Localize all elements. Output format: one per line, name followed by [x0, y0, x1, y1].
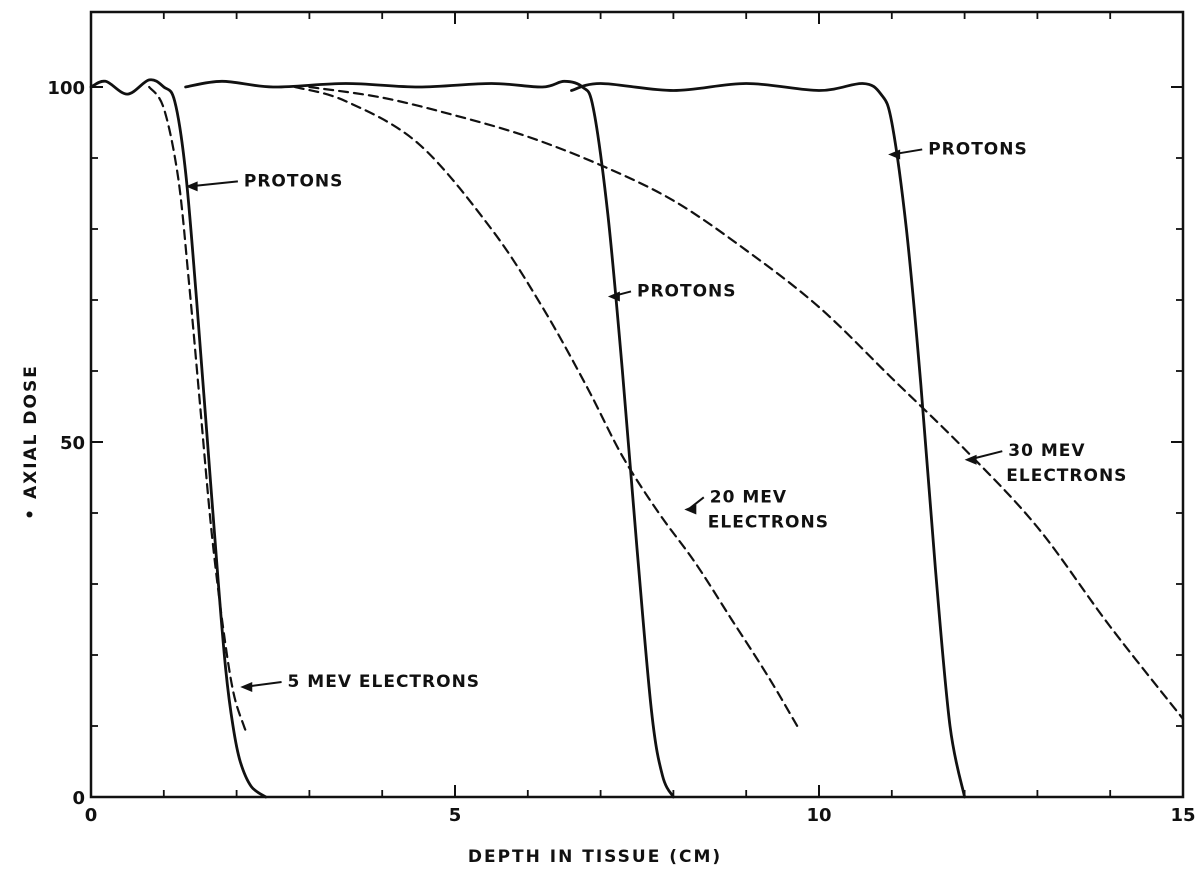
- annotation-label-line2: ELECTRONS: [708, 512, 829, 532]
- annotation-label: 20 MEV: [710, 487, 787, 507]
- y-axis-label: • AXIAL DOSE: [21, 364, 41, 520]
- annotation-arrowhead: [240, 681, 253, 692]
- annotation-label: 30 MEV: [1008, 441, 1085, 461]
- annotation-label: 5 MEV ELECTRONS: [288, 672, 481, 692]
- annotation-label: PROTONS: [637, 281, 737, 301]
- annotation-arrowhead: [888, 149, 901, 160]
- annotation-label: PROTONS: [244, 171, 344, 191]
- annotation-arrowhead: [964, 454, 977, 465]
- annotation-label: PROTONS: [928, 139, 1028, 159]
- y-tick-label: 0: [72, 788, 85, 809]
- annotation-label-line2: ELECTRONS: [1006, 466, 1127, 486]
- series-line-3: [184, 79, 675, 799]
- x-tick-label: 0: [85, 805, 98, 826]
- x-tick-label: 5: [449, 805, 462, 826]
- annotation-arrow-shaft: [189, 180, 238, 188]
- x-tick-label: 10: [806, 805, 831, 826]
- annotation-arrowhead: [185, 181, 198, 192]
- series-line-6: [308, 85, 1185, 720]
- annotation-arrowhead: [607, 291, 620, 302]
- x-tick-label: 15: [1170, 805, 1195, 826]
- y-tick-label: 100: [47, 78, 85, 99]
- series-line-1: [89, 78, 268, 799]
- annotation-arrowhead: [684, 504, 697, 515]
- series-line-4: [293, 85, 799, 728]
- x-axis-label: DEPTH IN TISSUE (CM): [468, 847, 722, 867]
- series-line-2: [148, 85, 249, 735]
- plot-frame: [89, 10, 1185, 799]
- series-line-5: [570, 82, 966, 799]
- y-tick-label: 50: [60, 433, 85, 454]
